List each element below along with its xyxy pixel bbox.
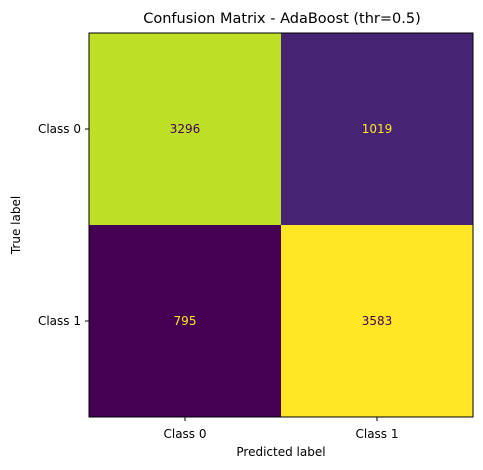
cell-value-r1-c1: 3583 (362, 314, 393, 328)
heatmap-cell-labels: 3296 1019 795 3583 (170, 122, 393, 328)
cell-value-r0-c1: 1019 (362, 122, 393, 136)
chart-title: Confusion Matrix - AdaBoost (thr=0.5) (143, 11, 421, 27)
y-tick-label-1: Class 1 (38, 314, 81, 328)
y-axis-ticks: Class 0 Class 1 (38, 122, 89, 328)
plot-frame (88, 32, 474, 418)
heatmap-cell-r1-c0 (89, 225, 281, 417)
y-tick-label-0: Class 0 (38, 122, 81, 136)
cell-value-r0-c0: 3296 (170, 122, 201, 136)
heatmap-cell-r1-c1 (281, 225, 473, 417)
cell-value-r1-c0: 795 (174, 314, 197, 328)
heatmap-cell-r0-c1 (281, 33, 473, 225)
x-axis-label: Predicted label (236, 445, 325, 459)
x-axis-ticks: Class 0 Class 1 (163, 417, 399, 441)
x-tick-label-0: Class 0 (163, 427, 206, 441)
y-axis-label: True label (9, 196, 23, 255)
heatmap-cells (89, 33, 473, 417)
x-tick-label-1: Class 1 (355, 427, 398, 441)
heatmap-cell-r0-c0 (89, 33, 281, 225)
